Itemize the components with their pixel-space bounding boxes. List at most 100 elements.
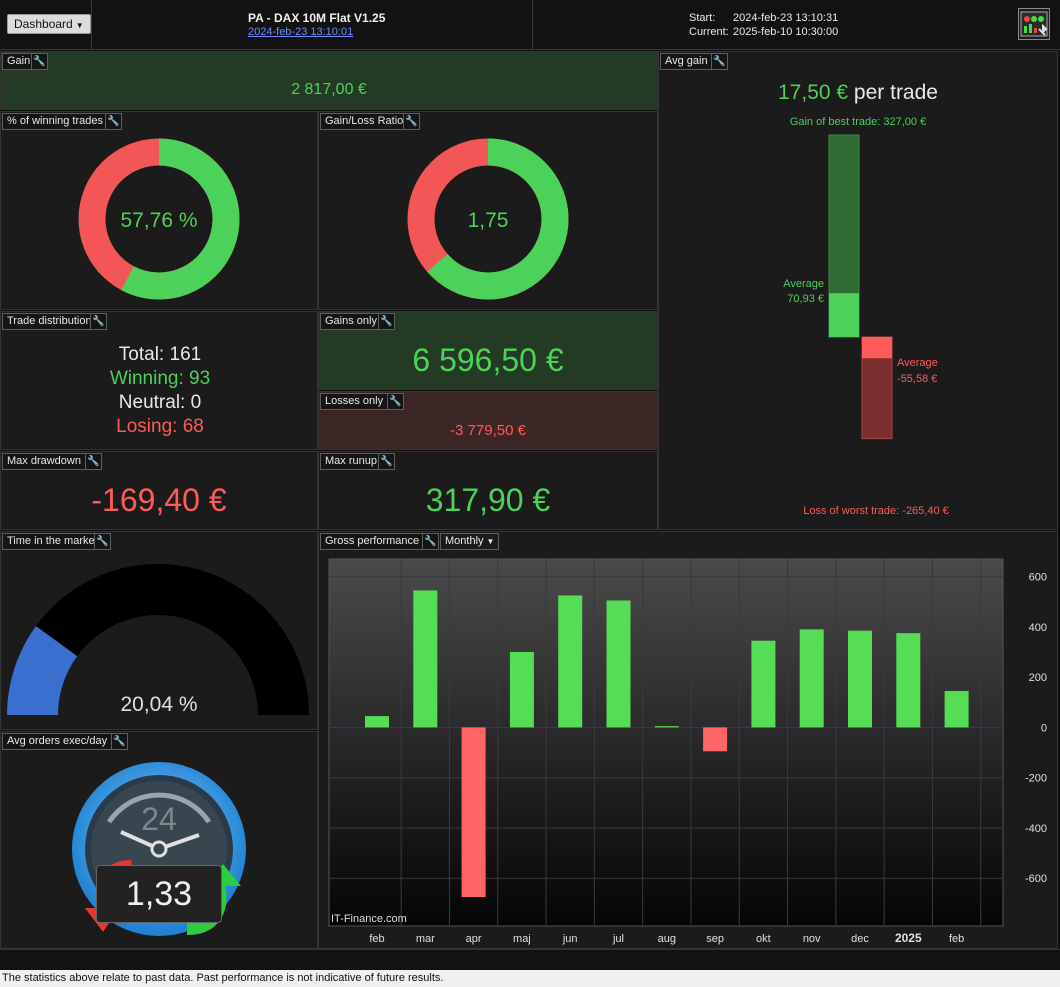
chart-bar[interactable] (461, 727, 486, 898)
wrench-icon[interactable]: 🔧 (94, 533, 111, 550)
status-strip (0, 949, 1060, 970)
x-tick-label: maj (513, 933, 531, 945)
divider (91, 0, 92, 50)
gross-performance-chart: 600 400 200 0 -200 -400 -600 feb mar apr maj jun ju… (328, 558, 1047, 945)
chart-bar[interactable] (799, 629, 824, 728)
max-runup-value: 317,90 € (425, 482, 551, 518)
dashboard-settings-icon (1020, 11, 1048, 37)
dashboard-dropdown[interactable]: Dashboard ▼ (7, 14, 91, 34)
chart-bar[interactable] (509, 652, 534, 728)
disclaimer: The statistics above relate to past data… (0, 970, 1060, 987)
system-date-link[interactable]: 2024-feb-23 13:10:01 (248, 26, 354, 38)
start-value: 2024-feb-23 13:10:31 (733, 12, 839, 24)
gauge-fill (7, 626, 78, 715)
panel-title: Trade distribution (2, 313, 97, 330)
x-tick-label: okt (756, 933, 771, 945)
time-in-market-panel: Time in the market 🔧 20,04 % (0, 531, 318, 730)
wrench-icon[interactable]: 🔧 (711, 53, 728, 70)
wrench-icon[interactable]: 🔧 (403, 113, 420, 130)
chart-bar[interactable] (606, 600, 631, 728)
wrench-icon[interactable]: 🔧 (85, 453, 102, 470)
winning-trades-panel: % of winning trades 🔧 57,76 % (0, 111, 318, 310)
y-tick-label: 400 (1029, 622, 1047, 634)
x-tick-label: feb (949, 933, 964, 945)
avg-gain-value: 17,50 € (778, 81, 849, 104)
average-gain-bar (829, 293, 859, 337)
current-label: Current: (689, 26, 729, 38)
y-tick-label: -200 (1025, 773, 1047, 785)
x-tick-label: aug (658, 933, 676, 945)
donut-winning-segment (78, 138, 240, 300)
average-loss-bar (862, 337, 892, 359)
wrench-icon[interactable]: 🔧 (31, 53, 48, 70)
avg-gain-panel: Avg gain 🔧 17,50 € per trade Gain of bes… (658, 51, 1058, 530)
total-row: Total: 161 (118, 344, 202, 365)
x-tick-label: nov (803, 933, 821, 945)
clock-dial-label: 24 (141, 801, 177, 837)
chart-bar[interactable] (944, 690, 969, 728)
chart-bar[interactable] (896, 633, 921, 728)
chart-bar[interactable] (558, 595, 583, 728)
current-value: 2025-feb-10 10:30:00 (733, 26, 839, 38)
chevron-down-icon: ▼ (486, 537, 495, 546)
y-tick-label: 0 (1041, 722, 1047, 734)
top-bar: Dashboard ▼ PA - DAX 10M Flat V1.25 2024-… (0, 0, 1060, 50)
losses-only-panel: Losses only 🔧 -3 779,50 € (318, 391, 658, 450)
x-tick-label: mar (416, 933, 435, 945)
winning-row: Winning: 93 (109, 368, 211, 389)
wrench-icon[interactable]: 🔧 (378, 453, 395, 470)
donut-gain-segment (407, 138, 569, 300)
y-tick-label: -600 (1025, 873, 1047, 885)
ratio-donut (407, 138, 569, 300)
average-gain-value: 70,93 € (787, 293, 824, 305)
panel-title: Max runup (320, 453, 382, 470)
x-tick-label: sep (706, 933, 724, 945)
wrench-icon[interactable]: 🔧 (105, 113, 122, 130)
wrench-icon[interactable]: 🔧 (90, 313, 107, 330)
chart-bar[interactable] (654, 726, 679, 728)
settings-app-icon[interactable] (1018, 8, 1050, 40)
best-trade-label: Gain of best trade: 327,00 € (789, 116, 927, 128)
gross-performance-panel: Gross performance 🔧 Monthly ▼ 600 400 200 0 -… (318, 531, 1058, 949)
avg-gain-headline: 17,50 € per trade (659, 81, 1057, 105)
panel-title: Gross performance (320, 533, 425, 550)
gains-only-value: 6 596,50 € (412, 342, 564, 378)
chart-bar[interactable] (848, 630, 872, 728)
chart-bar[interactable] (365, 716, 389, 728)
ratio-value: 1,75 (467, 209, 509, 232)
worst-trade-label: Loss of worst trade: -265,40 € (803, 505, 949, 517)
panel-title: Gain/Loss Ratio (320, 113, 409, 130)
panel-title: Gain (2, 53, 36, 70)
period-dropdown[interactable]: Monthly ▼ (440, 533, 500, 550)
time-in-market-gauge (7, 564, 309, 715)
panel-title: % of winning trades (2, 113, 108, 130)
chart-bar[interactable] (751, 640, 776, 728)
max-runup-panel: Max runup 🔧 317,90 € (318, 451, 658, 530)
wrench-icon[interactable]: 🔧 (422, 533, 439, 550)
chart-bar[interactable] (413, 590, 438, 728)
divider (532, 0, 533, 50)
panel-title: Losses only (320, 393, 389, 410)
wrench-icon[interactable]: 🔧 (378, 313, 395, 330)
system-title: PA - DAX 10M Flat V1.25 (248, 11, 386, 25)
avg-orders-panel: Avg orders exec/day 🔧 24 1,33 (0, 731, 318, 949)
time-in-market-value: 20,04 % (120, 693, 198, 716)
average-loss-value: -55,58 € (897, 373, 938, 385)
x-tick-label: 2025 (895, 931, 922, 945)
panel-title: Max drawdown (2, 453, 86, 470)
max-drawdown-panel: Max drawdown 🔧 -169,40 € (0, 451, 318, 530)
y-tick-label: 200 (1029, 672, 1047, 684)
wrench-icon[interactable]: 🔧 (387, 393, 404, 410)
gauge-track (7, 564, 309, 715)
chart-bar[interactable] (703, 727, 728, 752)
gains-only-panel: Gains only 🔧 6 596,50 € (318, 311, 658, 390)
winning-pct-value: 57,76 % (120, 209, 198, 232)
panel-title: Time in the market (2, 533, 103, 550)
wrench-icon[interactable]: 🔧 (111, 733, 128, 750)
avg-gain-bars (828, 134, 893, 440)
x-tick-label: dec (851, 933, 869, 945)
plot-area (328, 558, 1004, 927)
y-tick-label: 600 (1029, 572, 1047, 584)
gain-loss-ratio-panel: Gain/Loss Ratio 🔧 1,75 (318, 111, 658, 310)
avg-orders-value: 1,33 (96, 865, 222, 923)
